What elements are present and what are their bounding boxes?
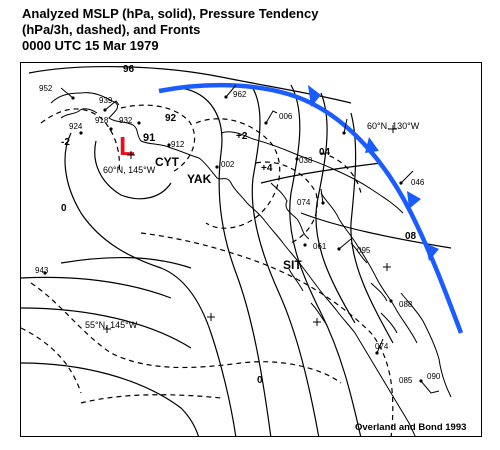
station-value: 085 — [399, 376, 413, 385]
station-value: 939 — [99, 96, 113, 105]
low-pressure-center: L 91 — [119, 131, 155, 161]
coord-label-55n-145w: 55°N, 145°W — [85, 320, 138, 330]
tendency-label-plus-2: +2 — [236, 131, 248, 142]
station-value: 932 — [119, 116, 133, 125]
coord-label-60n-145w: 60°N, 145°W — [103, 165, 156, 175]
low-symbol: L — [119, 131, 135, 161]
lat-lon-markers — [103, 125, 397, 333]
isobar-label-08: 08 — [405, 231, 417, 242]
station-value: 918 — [95, 116, 109, 125]
map-title: Analyzed MSLP (hPa, solid), Pressure Ten… — [22, 6, 318, 54]
warm-front — [158, 82, 464, 334]
title-line-1: Analyzed MSLP (hPa, solid), Pressure Ten… — [22, 6, 319, 21]
isobar-label-04: 04 — [319, 147, 331, 158]
station-value: 962 — [233, 90, 247, 99]
station-value: 074 — [375, 342, 389, 351]
isobar-label-92: 92 — [165, 113, 177, 124]
tendency-label-plus-4: +4 — [261, 163, 273, 174]
map-canvas: L 91 — [21, 64, 466, 436]
station-value: 074 — [297, 198, 311, 207]
station-value: 912 — [171, 140, 185, 149]
station-values: 952 939 924 918 932 912 962 006 002 038 … — [35, 84, 441, 385]
station-value: 061 — [313, 242, 327, 251]
station-value: 088 — [399, 300, 413, 309]
station-label-cyt: CYT — [155, 155, 180, 169]
tendency-label-0-south: 0 — [257, 375, 263, 386]
title-line-3: 0000 UTC 15 Mar 1979 — [22, 38, 159, 53]
station-value: 090 — [427, 372, 441, 381]
coord-label-60n-130w: 60°N, 130°W — [367, 121, 420, 131]
station-value: 038 — [299, 156, 313, 165]
wind-barbs — [60, 84, 440, 394]
title-line-2: (hPa/3h, dashed), and Fronts — [22, 22, 201, 37]
coastline — [50, 92, 452, 436]
station-value: 006 — [279, 112, 293, 121]
pressure-tendency-lines — [21, 104, 394, 436]
tendency-labels: -2 0 +2 +4 0 — [61, 131, 273, 386]
station-markers — [43, 95, 423, 383]
station-label-sit: SIT — [283, 258, 302, 272]
weather-map: L 91 — [20, 62, 482, 437]
low-value: 91 — [143, 132, 155, 144]
station-label-yak: YAK — [187, 172, 212, 186]
station-value: 095 — [357, 246, 371, 255]
station-value: 046 — [411, 178, 425, 187]
coordinate-labels: 60°N, 145°W 60°N, 130°W 55°N, 145°W — [85, 121, 420, 330]
isobars — [21, 65, 452, 436]
station-labels: CYT YAK SIT — [155, 155, 302, 272]
isobar-label-96: 96 — [123, 64, 135, 75]
credit-label: Overland and Bond 1993 — [355, 422, 466, 433]
station-value: 924 — [69, 122, 83, 131]
station-value: 943 — [35, 266, 49, 275]
station-value: 002 — [221, 160, 235, 169]
station-value: 952 — [39, 84, 53, 93]
tendency-label-minus-2: -2 — [61, 137, 70, 148]
tendency-label-0-west: 0 — [61, 203, 67, 214]
isobar-labels: 96 92 08 04 — [123, 64, 417, 242]
